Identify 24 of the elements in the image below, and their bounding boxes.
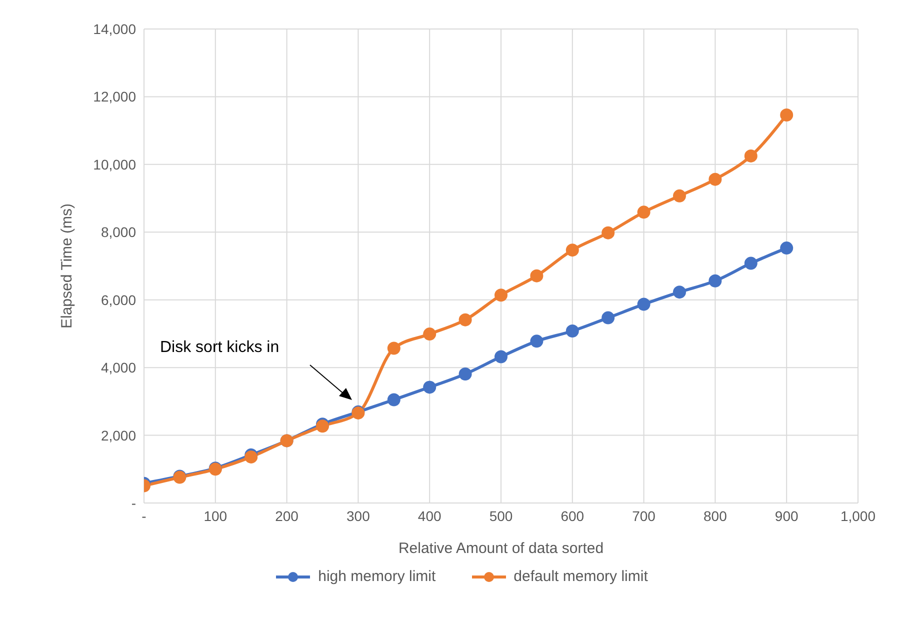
- x-tick-label: 900: [774, 508, 798, 524]
- annotation: Disk sort kicks in: [160, 339, 280, 357]
- y-tick-label: 4,000: [100, 360, 136, 376]
- x-tick-label: 800: [704, 508, 728, 524]
- legend-label: high memory limit: [318, 568, 436, 585]
- y-tick-label: 8,000: [100, 224, 136, 240]
- y-tick-label: 6,000: [100, 292, 136, 308]
- y-tick-label: 10,000: [93, 156, 136, 172]
- y-tick-label: 2,000: [100, 427, 136, 444]
- x-tick-label: 500: [489, 508, 513, 524]
- y-tick-label: 12,000: [93, 88, 136, 105]
- x-tick-label: 1,000: [840, 508, 876, 524]
- legend-label: default memory limit: [514, 568, 648, 585]
- x-tick-label: 300: [346, 508, 370, 524]
- x-tick-label: 700: [632, 508, 656, 524]
- y-tick-label: 14,000: [93, 20, 136, 37]
- x-tick-label: 600: [560, 508, 584, 524]
- x-tick-label: -: [142, 508, 147, 524]
- x-tick-label: 100: [204, 508, 228, 524]
- x-tick-label: 200: [275, 508, 299, 524]
- x-axis-title: Relative Amount of data sorted: [398, 540, 604, 557]
- x-tick-label: 400: [418, 508, 442, 524]
- y-tick-label: -: [131, 494, 136, 511]
- y-axis-title: Elapsed Time (ms): [58, 203, 76, 329]
